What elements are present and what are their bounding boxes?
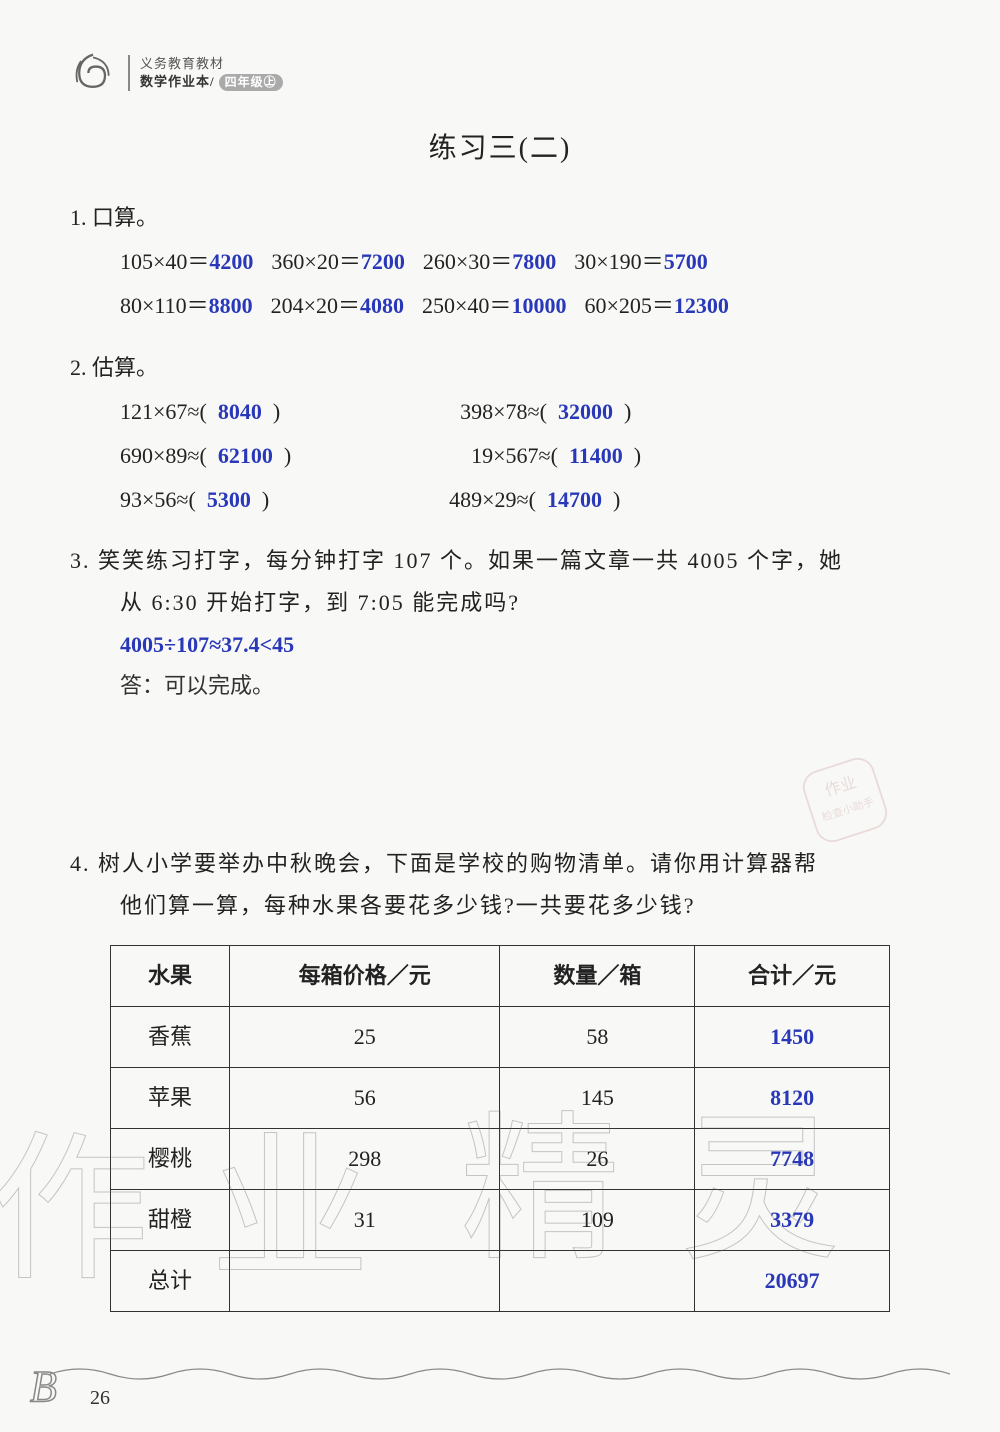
- problem-3-text1: 笑笑练习打字，每分钟打字 107 个。如果一篇文章一共 4005 个字，她: [98, 548, 843, 573]
- page-title: 练习三(二): [70, 126, 930, 166]
- answer: 12300: [674, 293, 729, 318]
- answer: 5700: [664, 249, 708, 274]
- answer: 7200: [361, 249, 405, 274]
- problem-1-label: 口算。: [92, 205, 158, 230]
- cell-total: 8120: [695, 1067, 890, 1128]
- cell-fruit: 甜橙: [111, 1189, 230, 1250]
- header-text: 义务教育教材 数学作业本/四年级㊤: [128, 55, 283, 91]
- header-line2: 数学作业本/四年级㊤: [140, 73, 283, 91]
- equation: 30×190＝5700: [574, 240, 707, 284]
- footer-wave-icon: [50, 1364, 950, 1384]
- cell-price: 56: [229, 1067, 500, 1128]
- estimate: 489×29≈( 14700 ): [449, 478, 620, 522]
- p1-row2: 80×110＝8800 204×20＝4080 250×40＝10000 60×…: [120, 284, 930, 328]
- cell-total: 3379: [695, 1189, 890, 1250]
- equation: 60×205＝12300: [584, 284, 728, 328]
- cell-total: 7748: [695, 1128, 890, 1189]
- p1-row1: 105×40＝4200 360×20＝7200 260×30＝7800 30×1…: [120, 240, 930, 284]
- equation: 80×110＝8800: [120, 284, 253, 328]
- equation: 250×40＝10000: [422, 284, 566, 328]
- th-price: 每箱价格／元: [229, 945, 500, 1006]
- problem-4: 4. 树人小学要举办中秋晚会，下面是学校的购物清单。请你用计算器帮 他们算一算，…: [70, 843, 930, 1312]
- cell-total-label: 总计: [111, 1250, 230, 1311]
- problem-1: 1. 口算。 105×40＝4200 360×20＝7200 260×30＝78…: [70, 196, 930, 328]
- answer: 10000: [511, 293, 566, 318]
- problem-2-num: 2.: [70, 355, 87, 380]
- answer: 4200: [209, 249, 253, 274]
- footer-b: B: [30, 1361, 57, 1412]
- cell-grand-total: 20697: [695, 1250, 890, 1311]
- th-qty: 数量／箱: [500, 945, 695, 1006]
- problem-3-text2: 从 6:30 开始打字，到 7:05 能完成吗?: [70, 582, 930, 624]
- table-header-row: 水果 每箱价格／元 数量／箱 合计／元: [111, 945, 890, 1006]
- th-total: 合计／元: [695, 945, 890, 1006]
- spiral-logo-icon: [70, 50, 116, 96]
- table-row: 香蕉 25 58 1450: [111, 1006, 890, 1067]
- answer: 32000: [558, 399, 613, 424]
- cell-qty: 145: [500, 1067, 695, 1128]
- table-row: 樱桃 298 26 7748: [111, 1128, 890, 1189]
- cell-qty: 109: [500, 1189, 695, 1250]
- estimate: 690×89≈( 62100 ): [120, 434, 291, 478]
- answer: 11400: [569, 443, 623, 468]
- answer: 4080: [360, 293, 404, 318]
- answer: 5300: [207, 487, 251, 512]
- problem-3-calc: 4005÷107≈37.4<45: [70, 624, 930, 666]
- cell-qty: 58: [500, 1006, 695, 1067]
- answer: 62100: [218, 443, 273, 468]
- p2-row3: 93×56≈( 5300 ) 489×29≈( 14700 ): [120, 478, 930, 522]
- page-number: 26: [90, 1387, 110, 1410]
- th-fruit: 水果: [111, 945, 230, 1006]
- p2-row2: 690×89≈( 62100 ) 19×567≈( 11400 ): [120, 434, 930, 478]
- p2-row1: 121×67≈( 8040 ) 398×78≈( 32000 ): [120, 390, 930, 434]
- problem-3-answer: 答：可以完成。: [70, 665, 930, 707]
- problem-4-num: 4.: [70, 851, 91, 876]
- problem-1-num: 1.: [70, 205, 87, 230]
- equation: 260×30＝7800: [423, 240, 556, 284]
- problem-3-num: 3.: [70, 548, 91, 573]
- estimate: 19×567≈( 11400 ): [471, 434, 641, 478]
- estimate: 398×78≈( 32000 ): [460, 390, 631, 434]
- answer: 8800: [209, 293, 253, 318]
- problem-4-text2: 他们算一算，每种水果各要花多少钱?一共要花多少钱?: [70, 885, 930, 927]
- svg-text:作业: 作业: [822, 773, 858, 800]
- cell-qty: 26: [500, 1128, 695, 1189]
- shopping-table: 水果 每箱价格／元 数量／箱 合计／元 香蕉 25 58 1450 苹果 56 …: [110, 945, 890, 1312]
- equation: 105×40＝4200: [120, 240, 253, 284]
- equation: 360×20＝7200: [271, 240, 404, 284]
- cell-price: 31: [229, 1189, 500, 1250]
- header-line1: 义务教育教材: [140, 55, 283, 73]
- equation: 204×20＝4080: [271, 284, 404, 328]
- answer: 8040: [218, 399, 262, 424]
- cell-fruit: 樱桃: [111, 1128, 230, 1189]
- grade-badge: 四年级㊤: [219, 74, 283, 91]
- cell-fruit: 苹果: [111, 1067, 230, 1128]
- answer: 14700: [547, 487, 602, 512]
- problem-3: 3. 笑笑练习打字，每分钟打字 107 个。如果一篇文章一共 4005 个字，她…: [70, 540, 930, 707]
- problem-4-text1: 树人小学要举办中秋晚会，下面是学校的购物清单。请你用计算器帮: [98, 851, 818, 876]
- estimate: 93×56≈( 5300 ): [120, 478, 269, 522]
- estimate: 121×67≈( 8040 ): [120, 390, 280, 434]
- cell-fruit: 香蕉: [111, 1006, 230, 1067]
- table-row: 甜橙 31 109 3379: [111, 1189, 890, 1250]
- stamp-icon: 作业 检查小助手: [800, 755, 890, 845]
- cell-price: 25: [229, 1006, 500, 1067]
- problem-2-label: 估算。: [92, 355, 158, 380]
- problem-2: 2. 估算。 121×67≈( 8040 ) 398×78≈( 32000 ) …: [70, 346, 930, 522]
- page-header: 义务教育教材 数学作业本/四年级㊤: [70, 50, 930, 96]
- table-row: 苹果 56 145 8120: [111, 1067, 890, 1128]
- table-total-row: 总计 20697: [111, 1250, 890, 1311]
- answer: 7800: [512, 249, 556, 274]
- cell-total: 1450: [695, 1006, 890, 1067]
- cell-price: 298: [229, 1128, 500, 1189]
